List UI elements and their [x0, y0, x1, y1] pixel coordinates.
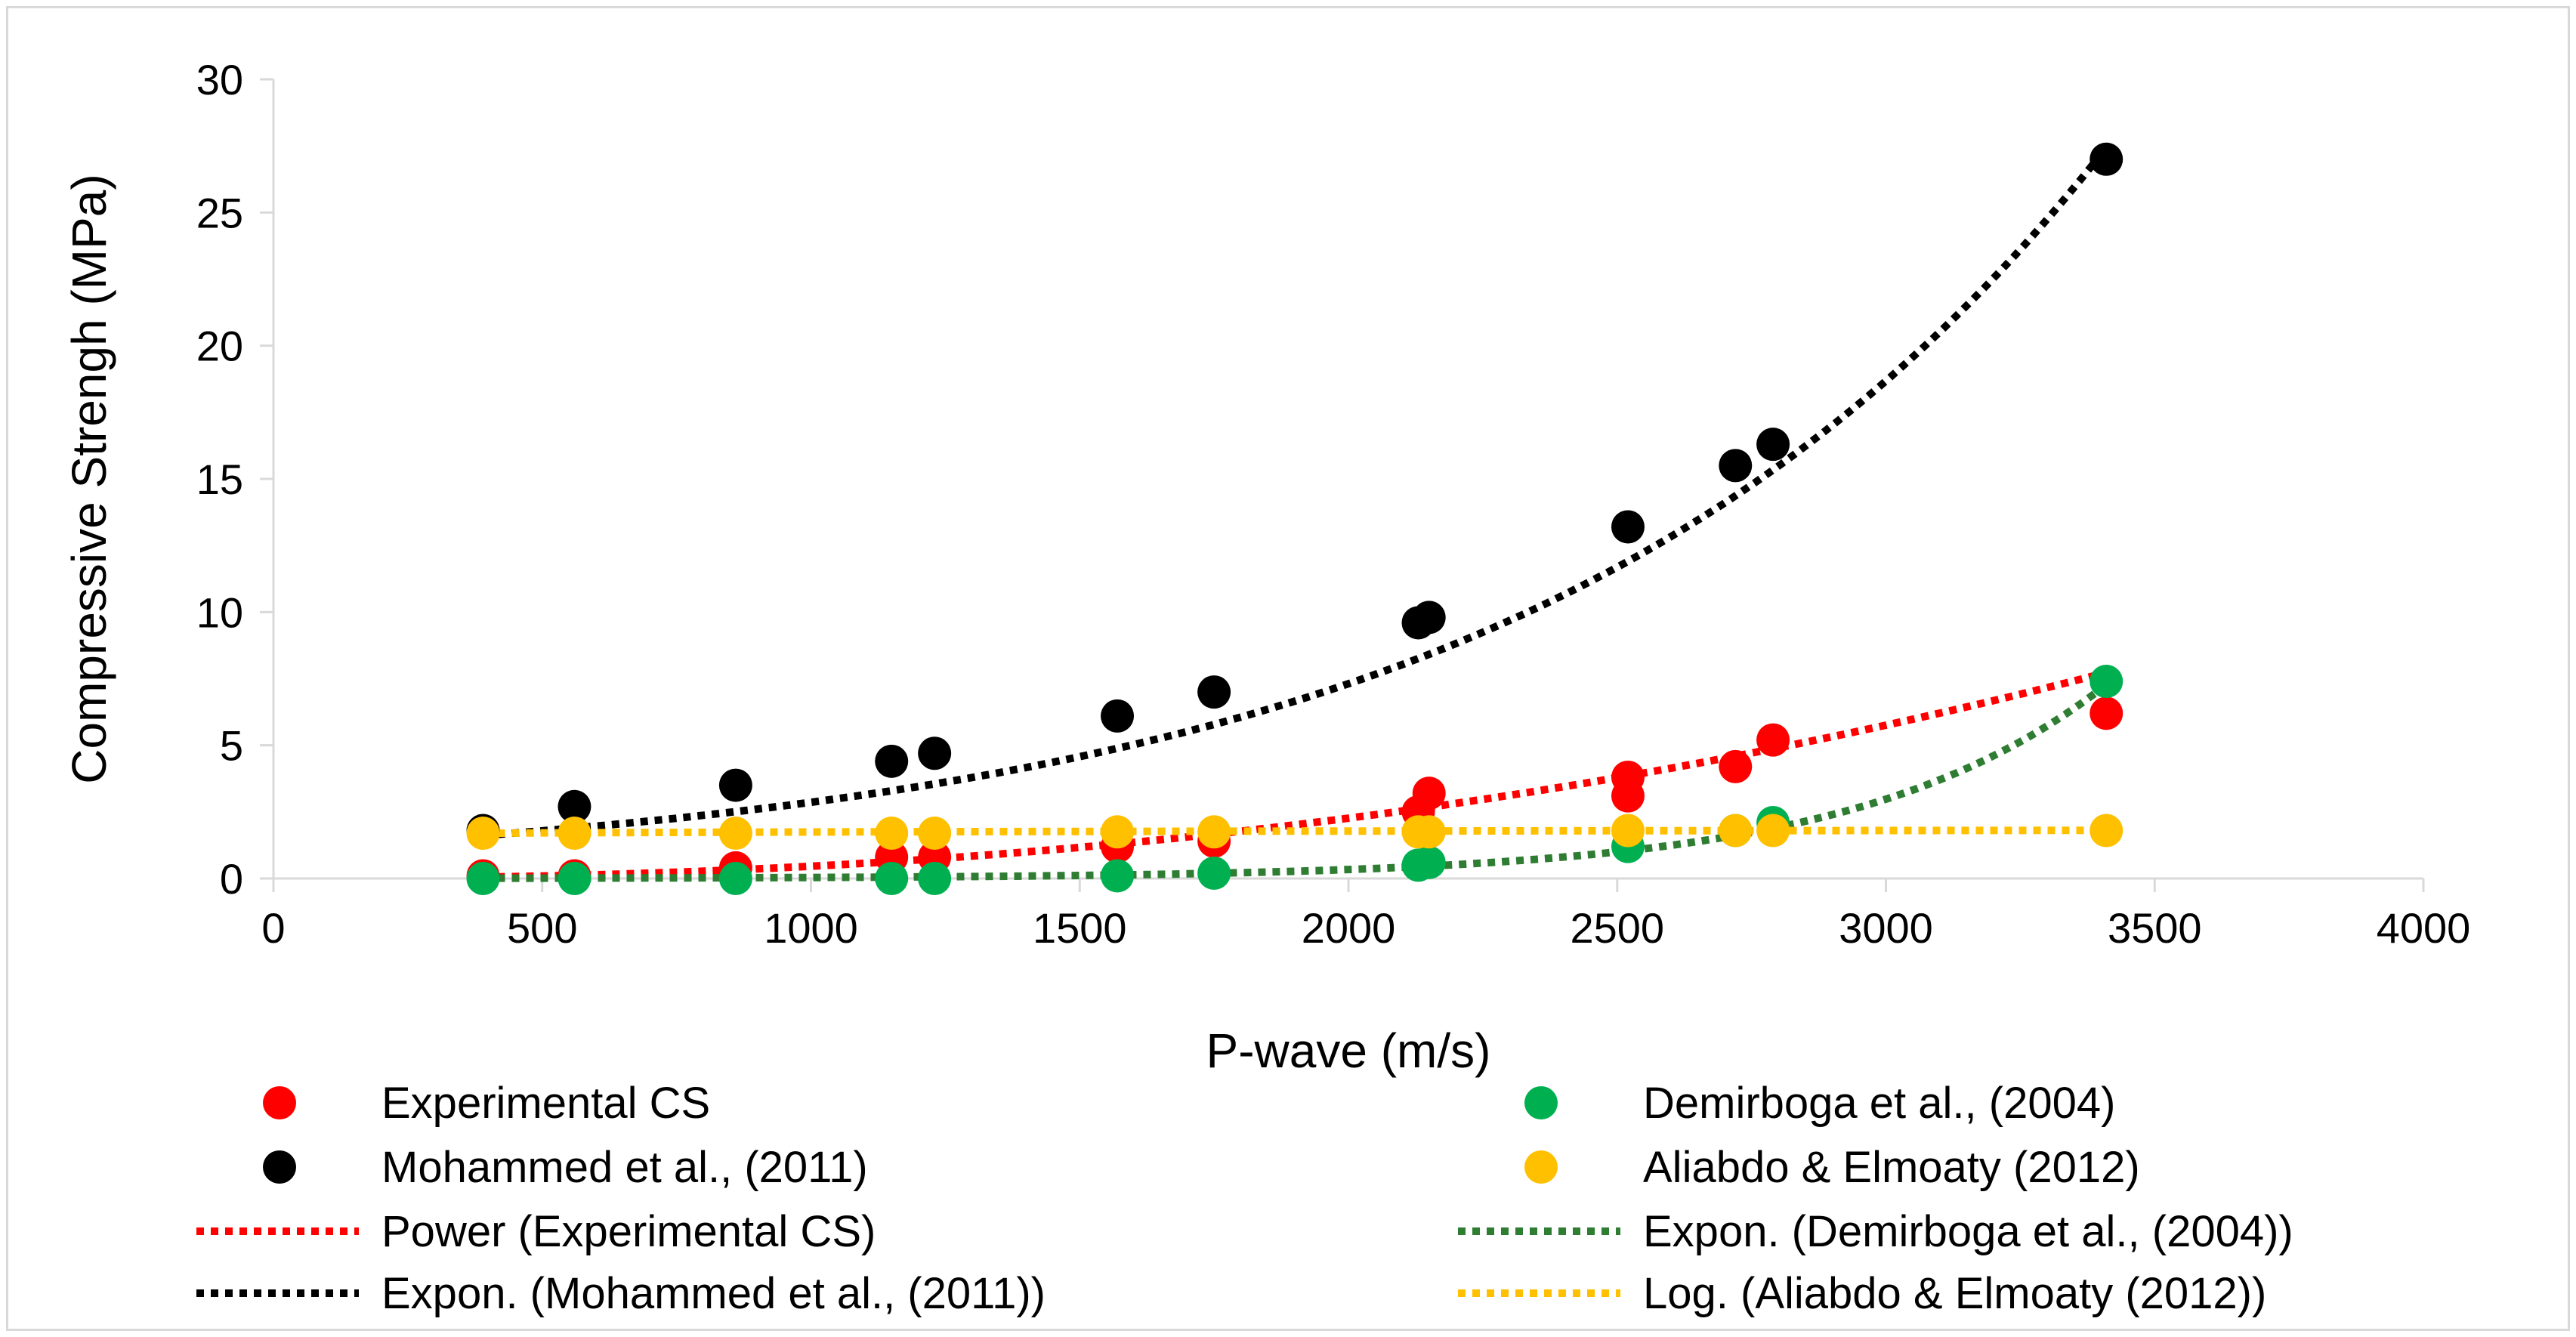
- y-tick-label: 0: [220, 855, 243, 903]
- point-experimental-cs: [1756, 723, 1790, 757]
- legend-label: Demirboga et al., (2004): [1643, 1079, 2115, 1128]
- point-aliabdo-elmoaty-2012: [1197, 815, 1231, 849]
- legend-label: Expon. (Mohammed et al., (2011)): [381, 1269, 1046, 1318]
- legend-marker-experimental-cs: [263, 1086, 296, 1119]
- chart-frame: [6, 6, 2570, 1331]
- point-experimental-cs: [1611, 760, 1645, 794]
- legend-label: Expon. (Demirboga et al., (2004)): [1643, 1207, 2293, 1256]
- trendlines: [483, 145, 2110, 882]
- point-mohammed-et-al-2011: [1412, 601, 1446, 635]
- point-aliabdo-elmoaty-2012: [466, 817, 500, 851]
- legend-marker-mohammed-et-al-2011: [263, 1150, 296, 1184]
- x-tick-label: 1500: [1033, 904, 1127, 952]
- x-tick-label: 3500: [2108, 904, 2202, 952]
- legend-label: Aliabdo & Elmoaty (2012): [1643, 1143, 2140, 1192]
- legend: Experimental CS Demirboga et al., (2004) M…: [196, 1079, 2293, 1318]
- x-tick-label: 500: [507, 904, 577, 952]
- point-mohammed-et-al-2011: [1719, 449, 1753, 483]
- y-tick-label: 5: [220, 722, 243, 770]
- point-demirboga-et-al-2004: [1101, 859, 1135, 893]
- point-demirboga-et-al-2004: [2090, 665, 2124, 699]
- y-tick-label: 15: [196, 455, 243, 503]
- point-aliabdo-elmoaty-2012: [1101, 815, 1135, 849]
- data-points: [466, 142, 2124, 895]
- point-aliabdo-elmoaty-2012: [2090, 814, 2124, 848]
- legend-label: Log. (Aliabdo & Elmoaty (2012)): [1643, 1269, 2266, 1318]
- legend-label: Power (Experimental CS): [381, 1207, 876, 1256]
- legend-marker-aliabdo-elmoaty-2012: [1524, 1150, 1558, 1184]
- axis-ticks: 0 5 10 15 20 25 30 0 500 1000 1500 2000 2500 3000 3500…: [196, 56, 2471, 952]
- point-aliabdo-elmoaty-2012: [1719, 814, 1753, 848]
- point-aliabdo-elmoaty-2012: [1412, 815, 1446, 849]
- point-aliabdo-elmoaty-2012: [875, 817, 909, 851]
- point-experimental-cs: [1719, 749, 1753, 783]
- y-tick-label: 10: [196, 588, 243, 636]
- trendline-expon-mohammed-et-al-2011: [483, 145, 2110, 840]
- legend-marker-demirboga-et-al-2004: [1524, 1086, 1558, 1119]
- point-aliabdo-elmoaty-2012: [1756, 814, 1790, 848]
- point-mohammed-et-al-2011: [1101, 699, 1135, 733]
- point-mohammed-et-al-2011: [1197, 675, 1231, 709]
- x-tick-label: 0: [261, 904, 285, 952]
- y-axis-title: Compressive Strengh (MPa): [62, 174, 116, 783]
- x-tick-label: 2000: [1302, 904, 1396, 952]
- point-demirboga-et-al-2004: [918, 862, 952, 895]
- y-tick-label: 20: [196, 323, 243, 370]
- trendline-log-aliabdo-elmoaty-2012: [483, 826, 2107, 838]
- point-mohammed-et-al-2011: [1611, 510, 1645, 544]
- point-aliabdo-elmoaty-2012: [918, 817, 952, 851]
- point-mohammed-et-al-2011: [718, 768, 752, 802]
- point-demirboga-et-al-2004: [1197, 856, 1231, 890]
- point-mohammed-et-al-2011: [2090, 142, 2124, 176]
- legend-label: Mohammed et al., (2011): [381, 1143, 868, 1192]
- point-mohammed-et-al-2011: [558, 789, 591, 823]
- point-experimental-cs: [2090, 696, 2124, 730]
- x-tick-label: 2500: [1570, 904, 1664, 952]
- point-demirboga-et-al-2004: [1412, 845, 1446, 879]
- point-mohammed-et-al-2011: [1756, 428, 1790, 462]
- point-mohammed-et-al-2011: [875, 744, 909, 778]
- axes: [272, 79, 2423, 880]
- point-demirboga-et-al-2004: [718, 862, 752, 895]
- y-tick-label: 25: [196, 189, 243, 236]
- point-demirboga-et-al-2004: [875, 862, 909, 895]
- x-tick-label: 3000: [1839, 904, 1933, 952]
- point-aliabdo-elmoaty-2012: [718, 817, 752, 851]
- x-axis-title: P-wave (m/s): [1206, 1024, 1491, 1078]
- point-demirboga-et-al-2004: [466, 862, 500, 895]
- x-tick-label: 4000: [2377, 904, 2471, 952]
- x-tick-label: 1000: [764, 904, 858, 952]
- point-aliabdo-elmoaty-2012: [558, 817, 591, 851]
- point-aliabdo-elmoaty-2012: [1611, 814, 1645, 848]
- legend-label: Experimental CS: [381, 1079, 710, 1128]
- point-mohammed-et-al-2011: [918, 736, 952, 770]
- point-demirboga-et-al-2004: [558, 862, 591, 895]
- point-experimental-cs: [1412, 777, 1446, 811]
- y-tick-label: 30: [196, 56, 243, 103]
